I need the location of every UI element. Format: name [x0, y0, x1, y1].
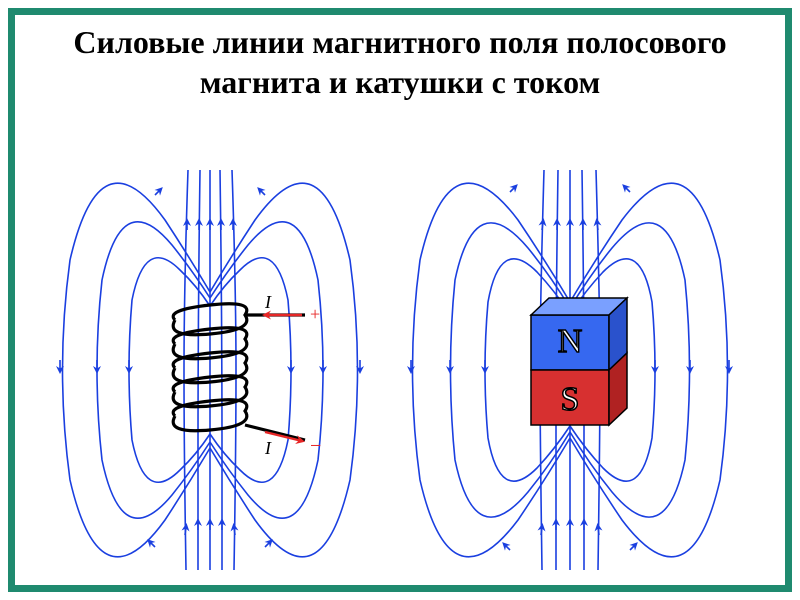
solenoid-figure: I + I −	[60, 170, 360, 570]
physics-diagram: I + I −	[30, 170, 770, 570]
terminal-plus: +	[310, 304, 320, 324]
magnet-s-label: S	[561, 381, 580, 418]
slide-title: Силовые линии магнитного поля полосового…	[30, 22, 770, 102]
current-label-top: I	[264, 292, 272, 312]
current-arrows	[265, 315, 302, 441]
magnet-n-label: N	[558, 323, 583, 360]
terminal-minus: −	[310, 435, 321, 457]
diagram-area: I + I −	[30, 170, 770, 580]
solenoid-coil	[173, 304, 305, 440]
bar-magnet: N S	[531, 298, 627, 425]
bar-magnet-figure: N S	[411, 170, 729, 570]
current-label-bottom: I	[264, 438, 272, 458]
